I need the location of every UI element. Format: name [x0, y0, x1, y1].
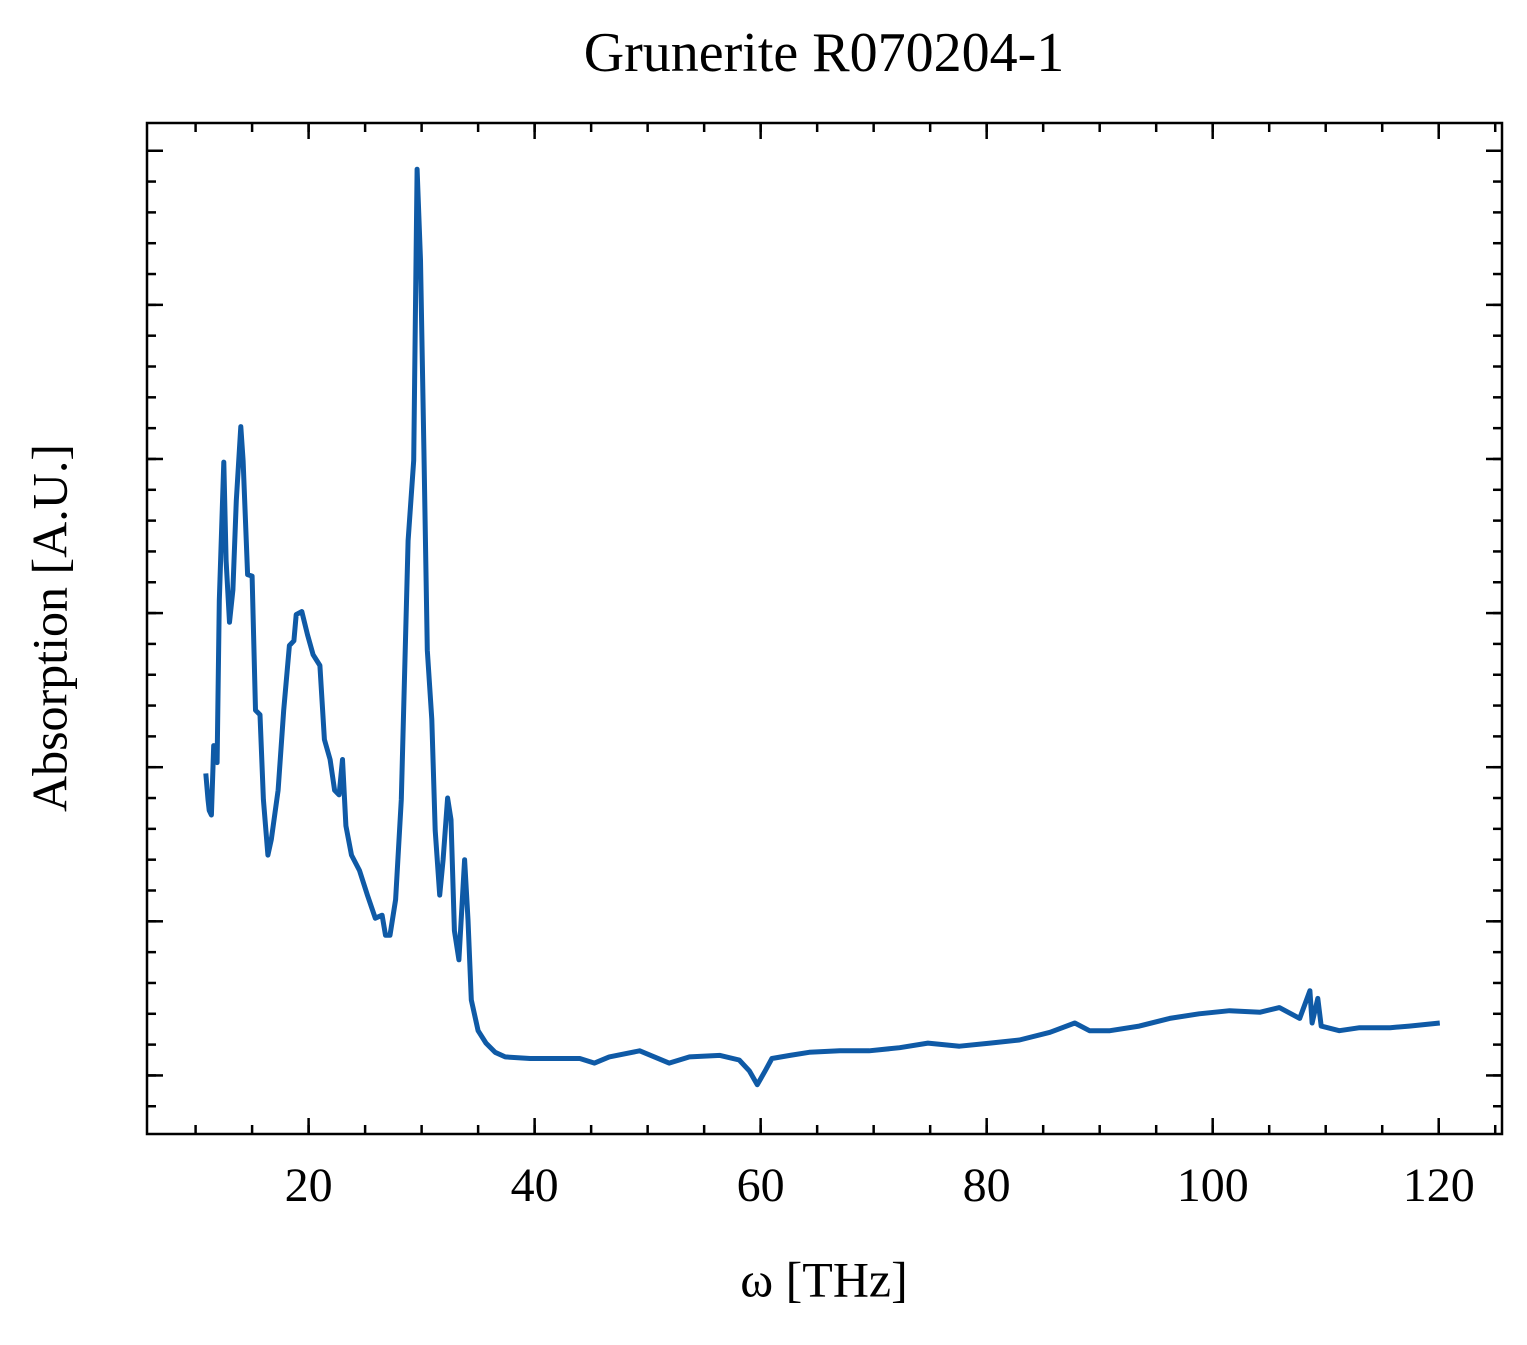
data-line	[203, 166, 1441, 1088]
x-tick-label: 100	[1177, 1159, 1249, 1212]
x-tick-label: 80	[963, 1159, 1011, 1212]
x-axis-label: ω [THz]	[740, 1251, 908, 1307]
chart-title: Grunerite R070204-1	[584, 22, 1065, 84]
x-tick-label: 40	[511, 1159, 559, 1212]
x-tick-label: 60	[737, 1159, 785, 1212]
y-axis-label: Absorption [A.U.]	[21, 444, 77, 812]
x-tick-label: 20	[285, 1159, 333, 1212]
x-tick-label: 120	[1403, 1159, 1475, 1212]
plot-frame	[145, 121, 1504, 1136]
